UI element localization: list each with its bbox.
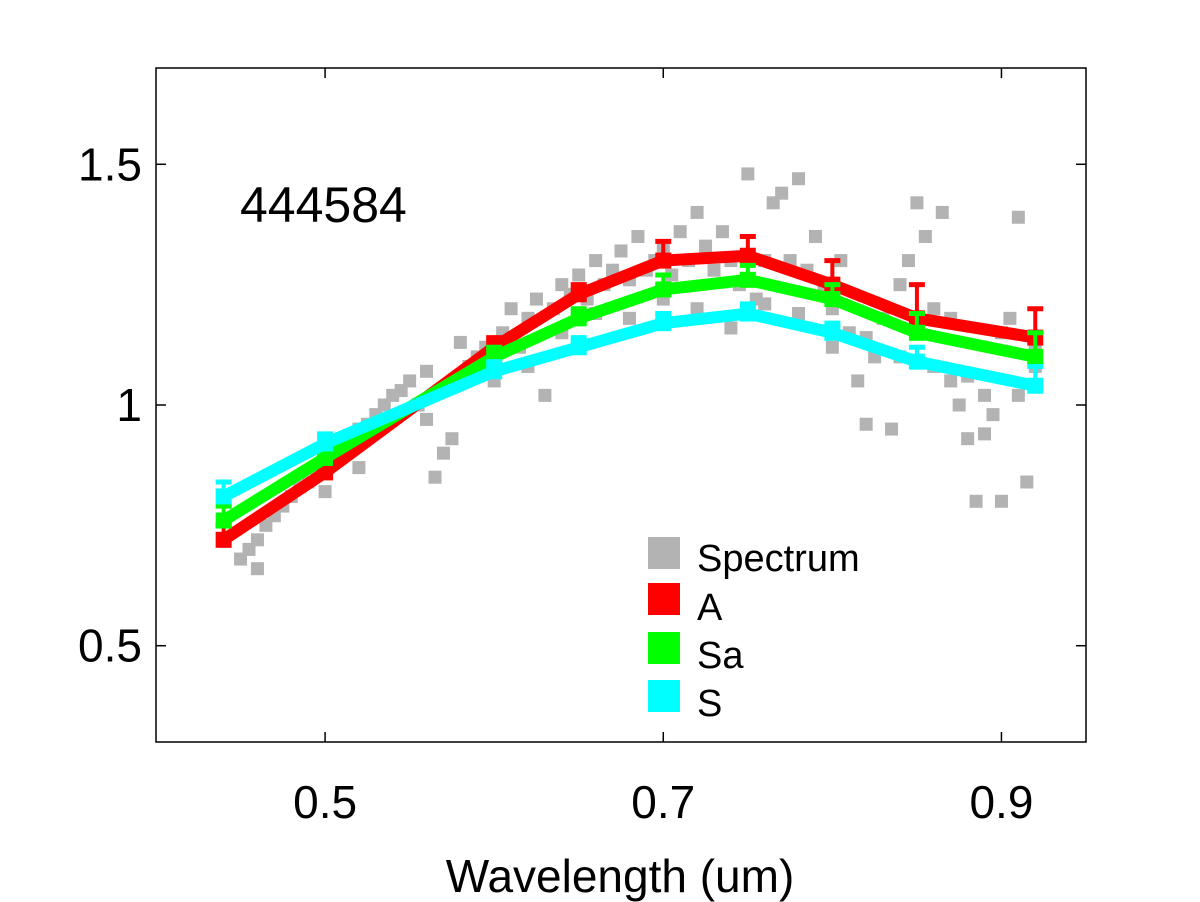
spectrum-point [1003, 311, 1017, 325]
spectrum-point [1011, 210, 1025, 224]
series-marker-sa [570, 310, 587, 327]
spectrum-point [403, 374, 417, 388]
x-axis-title: Wavelength (um) [446, 850, 795, 902]
spectrum-point [901, 254, 915, 268]
spectrum-point [978, 427, 992, 441]
y-tick-label: 0.5 [78, 620, 142, 672]
spectrum-point [707, 263, 721, 277]
spectrum-point [589, 254, 603, 268]
series-marker-sa [824, 291, 841, 308]
spectrum-point [445, 432, 459, 446]
spectrum-point [250, 562, 264, 576]
spectrum-point [918, 230, 932, 243]
spectrum-point [420, 412, 434, 426]
spectrum-point [969, 494, 983, 508]
series-marker-a [739, 247, 756, 264]
spectrum-point [792, 307, 806, 321]
series-marker-sa [739, 271, 756, 288]
legend: Spectrum A Sa S [648, 537, 860, 725]
series-marker-a [570, 286, 587, 303]
spectrum-point [792, 172, 806, 186]
legend-label-spectrum: Spectrum [697, 538, 860, 580]
series-marker-s [739, 305, 756, 322]
axis-ticks: 0.5 0.7 0.9 0.5 1 1.5 [78, 68, 1086, 828]
spectrum-point [622, 311, 636, 325]
spectrum-point [935, 205, 949, 219]
spectrum-point [944, 374, 958, 388]
series-marker-s [317, 435, 334, 452]
series-marker-s [908, 353, 925, 370]
series-marker-s [655, 315, 672, 332]
spectrum-point [758, 297, 772, 311]
series-marker-s [215, 488, 232, 505]
x-tick-label: 0.5 [293, 776, 357, 828]
spectrum-point [420, 364, 434, 378]
series-marker-a [655, 252, 672, 269]
x-tick-label: 0.7 [631, 776, 695, 828]
spectrum-point [250, 533, 264, 547]
series-marker-sa [908, 324, 925, 341]
spectrum-point [986, 408, 1000, 422]
spectrum-point [453, 335, 467, 349]
spectrum-point [665, 268, 679, 282]
series-marker-a [317, 464, 334, 481]
legend-swatch-spectrum [648, 537, 680, 569]
spectrum-point [538, 388, 552, 402]
legend-swatch-s [648, 680, 680, 712]
spectrum-point [318, 485, 332, 499]
spectrum-point [825, 340, 839, 354]
spectrum-point [961, 432, 975, 446]
spectrum-point [952, 398, 966, 412]
spectrum-point [436, 446, 450, 460]
spectrum-point [851, 374, 865, 388]
spectrum-point [529, 292, 543, 306]
series-marker-sa [317, 449, 334, 466]
spectrum-point [673, 225, 687, 239]
model-series [215, 234, 1044, 548]
series-marker-a [215, 531, 232, 548]
spectrum-point [1011, 388, 1025, 402]
spectrum-point [859, 417, 873, 431]
spectrum-point [927, 302, 941, 316]
legend-swatch-a [648, 583, 680, 615]
spectrum-point [893, 278, 907, 292]
spectrum-point [690, 302, 704, 316]
legend-label-a: A [697, 587, 723, 629]
series-marker-s [1027, 377, 1044, 394]
spectrum-point [978, 388, 992, 402]
spectrum-point [690, 205, 704, 219]
spectrum-point [1020, 475, 1034, 489]
spectrum-point [741, 167, 755, 181]
legend-label-sa: Sa [697, 635, 744, 677]
series-marker-s [570, 339, 587, 356]
spectrum-point [834, 254, 848, 268]
y-tick-label: 1 [116, 379, 142, 431]
spectrum-point [715, 225, 729, 239]
spectrum-point [910, 196, 924, 210]
series-marker-sa [215, 512, 232, 529]
spectrum-point [699, 239, 713, 253]
legend-label-s: S [697, 683, 722, 725]
spectrum-point [614, 244, 628, 258]
spectrum-point [885, 422, 899, 436]
spectrum-point [504, 302, 518, 316]
spectrum-point [994, 494, 1008, 508]
spectrum-point [572, 268, 586, 282]
spectrum-point [775, 186, 789, 200]
spectrum-point [724, 321, 738, 335]
series-marker-s [486, 363, 503, 380]
spectrum-point [428, 470, 442, 484]
spectrum-point [631, 230, 645, 243]
spectrum-point [808, 230, 822, 243]
legend-swatch-sa [648, 632, 680, 664]
series-marker-sa [655, 281, 672, 298]
series-marker-s [824, 324, 841, 341]
object-id-annotation: 444584 [240, 177, 407, 233]
series-marker-sa [1027, 348, 1044, 365]
y-tick-label: 1.5 [78, 138, 142, 190]
x-tick-label: 0.9 [969, 776, 1033, 828]
spectrum-point [352, 461, 366, 475]
